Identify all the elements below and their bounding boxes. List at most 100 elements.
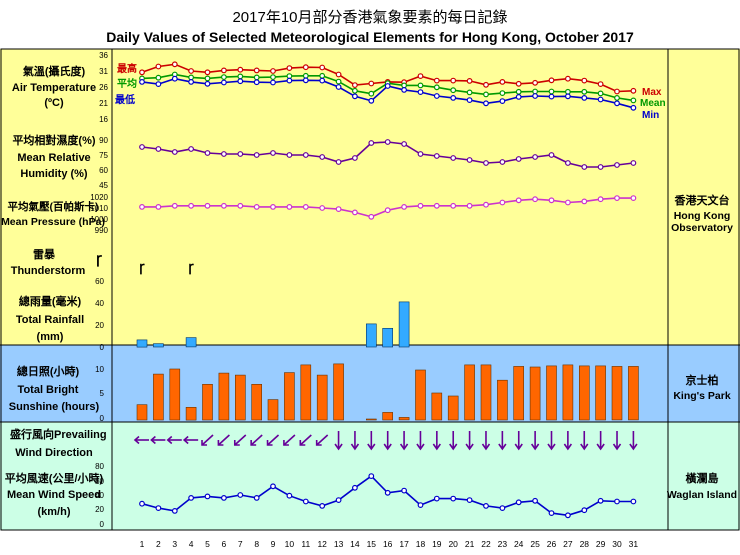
temp-max-point xyxy=(352,82,358,88)
x-tick-label: 22 xyxy=(481,539,491,549)
temp-mean-point xyxy=(204,75,211,82)
pressure-tick: 990 xyxy=(95,226,109,235)
speed-tick: 80 xyxy=(95,462,104,471)
wind-dir-label-zh: 盛行風向Prevailing xyxy=(10,427,107,441)
wind-arrow-head xyxy=(201,440,208,446)
thunder-key-symbol: ꞅ xyxy=(96,250,102,267)
temp-max-point xyxy=(319,64,326,71)
temp-min-point xyxy=(368,97,375,104)
rainfall-bar xyxy=(136,339,148,348)
bar-layer xyxy=(136,301,639,421)
wind-speed-point xyxy=(155,505,162,512)
wind-speed-point xyxy=(237,492,244,498)
wind-arrow-shaft xyxy=(299,434,312,446)
sunshine-label-zh: 總日照(小時) xyxy=(17,364,80,378)
speed-tick: 40 xyxy=(95,491,104,500)
sunshine-bar xyxy=(464,364,475,421)
temp-max-point xyxy=(483,81,489,88)
speed-tick: 60 xyxy=(95,477,104,486)
wind-arrow-head xyxy=(481,443,491,451)
humidity-point xyxy=(466,157,473,163)
temp-min-point xyxy=(466,97,473,103)
pressure-point xyxy=(368,213,375,220)
sunshine-bar xyxy=(267,399,279,421)
humidity-point xyxy=(417,151,424,157)
rainfall-ticks: 60 40 20 0 xyxy=(95,277,104,352)
speed-tick: 20 xyxy=(95,505,104,514)
humidity-point xyxy=(204,150,211,156)
temp-max-point xyxy=(499,78,506,85)
humidity-point xyxy=(433,153,440,159)
kings-park-label-en: King's Park xyxy=(673,390,731,402)
wind-arrow-head xyxy=(334,443,343,451)
wind-arrow-head xyxy=(250,440,257,446)
x-tick-label: 16 xyxy=(383,539,393,549)
humidity-point xyxy=(237,151,244,157)
x-tick-label: 7 xyxy=(238,539,243,549)
sunshine-bar xyxy=(611,366,623,421)
legend-mean-en: Mean xyxy=(640,98,666,109)
x-tick-label: 6 xyxy=(222,539,227,549)
temp-max-point xyxy=(450,77,457,84)
humidity-tick: 60 xyxy=(99,166,108,175)
temp-tick: 36 xyxy=(99,51,108,60)
temp-min-point xyxy=(270,79,276,86)
wind-speed-point xyxy=(483,503,489,509)
chart-border xyxy=(0,48,740,531)
wind-speed-point xyxy=(204,493,211,500)
pressure-tick: 1020 xyxy=(90,193,108,202)
temp-mean-point xyxy=(155,74,162,81)
x-tick-label: 2 xyxy=(156,539,161,549)
x-tick-label: 29 xyxy=(596,539,606,549)
x-tick-label: 23 xyxy=(498,539,508,549)
humidity-point xyxy=(220,151,227,157)
temp-min-point xyxy=(155,81,162,87)
temp-min-point xyxy=(188,78,195,85)
humidity-point xyxy=(614,162,620,168)
wind-speed-point xyxy=(220,495,227,501)
temp-max-point xyxy=(253,67,260,74)
wind-speed-point xyxy=(548,510,555,516)
temp-mean-point xyxy=(548,88,555,95)
wind-arrow-head xyxy=(350,443,360,451)
wind-arrow-head xyxy=(465,443,474,451)
wind-speed-point xyxy=(352,484,358,491)
humidity-label-en2: Humidity (%) xyxy=(20,168,88,180)
thunder-label-zh: 雷暴 xyxy=(33,248,56,261)
wind-speed-point xyxy=(499,505,506,512)
wind-arrow-head xyxy=(596,443,605,451)
sunshine-label-en1: Total Bright xyxy=(18,384,79,396)
wind-arrow-head xyxy=(449,443,458,451)
wind-dir-zh: 盛行風向 xyxy=(10,427,54,441)
temp-min-point xyxy=(433,93,440,99)
temp-max-point xyxy=(139,69,145,76)
x-tick-label: 27 xyxy=(563,539,573,549)
x-tick-label: 5 xyxy=(205,539,210,549)
pressure-point xyxy=(335,206,342,213)
pressure-label-en: Mean Pressure (hPa) xyxy=(1,216,105,228)
thunderstorm-mark: ꞅ xyxy=(188,259,194,275)
wind-arrow-head xyxy=(530,443,540,451)
wind-arrow-head xyxy=(166,435,173,445)
temp-max-point xyxy=(302,64,309,71)
wind-speed-point xyxy=(466,497,473,504)
rainfall-label-en2: (mm) xyxy=(37,331,64,343)
wind-speed-point xyxy=(286,492,293,499)
x-tick-label: 10 xyxy=(285,539,295,549)
legend-min-zh: 最低 xyxy=(115,93,135,106)
humidity-point xyxy=(171,149,178,155)
observatory-label-en2: Observatory xyxy=(671,222,733,234)
wind-speed-point xyxy=(302,498,309,505)
wind-speed-point xyxy=(433,495,440,502)
temp-max-point xyxy=(155,63,162,70)
wind-speed-point xyxy=(597,497,604,504)
sunshine-bar xyxy=(497,379,508,421)
wind-speed-label-zh: 平均風速(公里/小時) xyxy=(5,471,104,485)
humidity-point xyxy=(450,155,457,161)
sunshine-bar xyxy=(578,365,590,421)
temp-tick: 26 xyxy=(99,83,108,92)
wind-arrow-shaft xyxy=(217,434,230,446)
sunshine-bar xyxy=(136,404,148,421)
wind-speed-point xyxy=(565,512,571,519)
